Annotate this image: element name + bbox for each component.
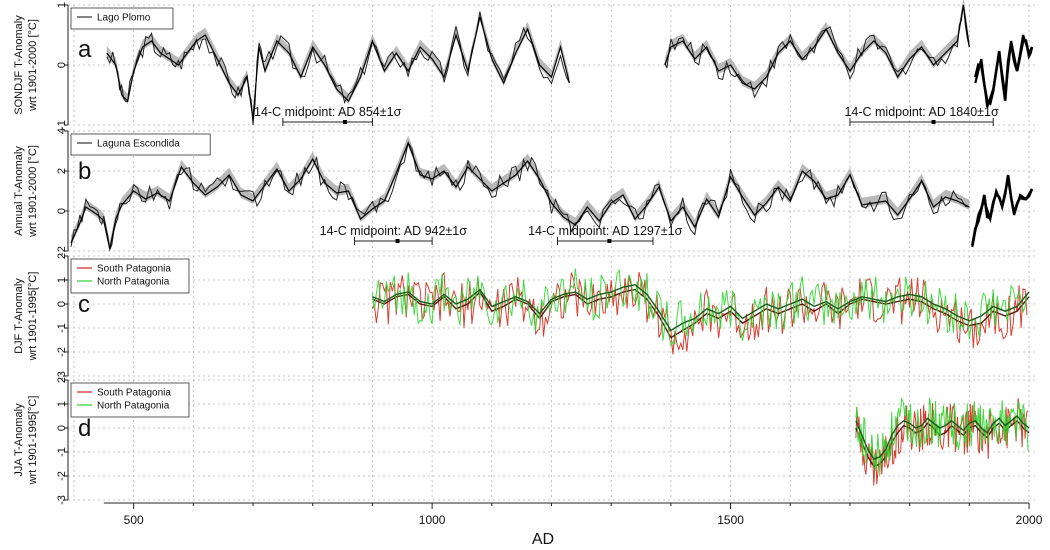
panel-letter-b: b bbox=[78, 158, 91, 185]
x-tick-label: 1500 bbox=[717, 513, 744, 527]
series-smooth bbox=[664, 4, 970, 90]
y-tick-label: 4 bbox=[56, 128, 68, 134]
series-smooth bbox=[974, 34, 1033, 108]
series-line-laguna-escondida bbox=[70, 141, 970, 252]
y-tick-label: 0 bbox=[56, 425, 68, 431]
series-line-north-patagonia bbox=[371, 268, 1028, 347]
y-tick-label: 1 bbox=[56, 2, 68, 8]
panel-b: -2 0 2 4 Annual T-Anomaly wrt 1901-2000 [°C] 1… bbox=[13, 128, 1035, 256]
legend-box bbox=[70, 258, 190, 294]
series-smooth bbox=[971, 178, 1033, 248]
radiocarbon-annotation: 14-C midpoint: AD 1840±1σ bbox=[844, 105, 999, 119]
legend: Laguna Escondida bbox=[70, 133, 211, 156]
y-axis-label: SONDJF T-Anomaly bbox=[13, 15, 25, 115]
y-tick-label: -3 bbox=[56, 495, 68, 505]
y-tick-label: 2 bbox=[56, 168, 68, 174]
y-tick-label: 2 bbox=[56, 253, 68, 259]
legend: South Patagonia North Patagonia bbox=[70, 258, 190, 294]
panel-d: -3 -2 -1 0 1 2 JJA T-Anomaly wrt 1901-1995[°C] S… bbox=[13, 377, 1035, 505]
y-tick-label: 1 bbox=[56, 401, 68, 407]
series-line-north-patagonia bbox=[855, 397, 1029, 476]
x-tick-label: 2000 bbox=[1016, 513, 1043, 527]
radiocarbon-midpoint-marker bbox=[931, 120, 936, 124]
x-tick-label: 1000 bbox=[419, 513, 446, 527]
uncertainty-band bbox=[71, 135, 970, 252]
y-axis-label: wrt 1901-1995[°C] bbox=[27, 396, 39, 486]
legend-box bbox=[70, 382, 190, 418]
y-tick-label: 1 bbox=[56, 277, 68, 283]
series-line-lago-plomo bbox=[106, 11, 570, 126]
series-smooth bbox=[855, 419, 1030, 468]
series-smooth bbox=[70, 141, 970, 250]
panel-letter-c: c bbox=[78, 291, 90, 318]
legend-label: Lago Plomo bbox=[97, 13, 151, 24]
y-tick-label: -2 bbox=[56, 246, 68, 256]
series-line-south-patagonia bbox=[371, 271, 1028, 355]
y-tick-label: 0 bbox=[56, 208, 68, 214]
uncertainty-band bbox=[664, 0, 970, 92]
legend: South Patagonia North Patagonia bbox=[70, 382, 190, 418]
series-smooth bbox=[372, 284, 1030, 332]
panel-c: -3 -2 -1 0 1 2 DJF T-Anomaly wrt 1901-1995[°C] S… bbox=[13, 253, 1035, 381]
panel-a: -1 0 1 SONDJF T-Anomaly wrt 1901-2000 [°C] 14… bbox=[13, 0, 1035, 130]
panel-letter-a: a bbox=[78, 36, 92, 63]
y-tick-label: -1 bbox=[56, 447, 68, 457]
radiocarbon-annotation: 14-C midpoint: AD 854±1σ bbox=[254, 105, 402, 119]
y-tick-label: 0 bbox=[56, 301, 68, 307]
radiocarbon-annotation: 14-C midpoint: AD 1297±1σ bbox=[528, 224, 683, 238]
legend-label: North Patagonia bbox=[97, 401, 170, 412]
y-axis-label: DJF T-Anomaly bbox=[13, 278, 25, 354]
legend-label: South Patagonia bbox=[97, 264, 171, 275]
y-tick-label: 0 bbox=[56, 62, 68, 68]
legend-label: Laguna Escondida bbox=[97, 139, 180, 150]
x-tick-label: 500 bbox=[124, 513, 144, 527]
legend-box bbox=[70, 133, 211, 156]
y-tick-label: -2 bbox=[56, 471, 68, 481]
y-tick-label: -2 bbox=[56, 347, 68, 357]
series-smooth bbox=[106, 16, 570, 120]
radiocarbon-midpoint-marker bbox=[342, 120, 347, 124]
y-tick-label: -3 bbox=[56, 371, 68, 381]
y-axis-label: wrt 1901-2000 [°C] bbox=[27, 19, 39, 112]
legend: Lago Plomo bbox=[70, 7, 174, 30]
x-axis-label: AD bbox=[532, 531, 554, 548]
y-axis-label: wrt 1901-2000 [°C] bbox=[27, 145, 39, 238]
y-tick-label: -1 bbox=[56, 323, 68, 333]
radiocarbon-annotation: 14-C midpoint: AD 942±1σ bbox=[320, 224, 468, 238]
legend-label: North Patagonia bbox=[97, 277, 170, 288]
legend-box bbox=[70, 7, 174, 30]
y-axis-label: wrt 1901-1995[°C] bbox=[27, 272, 39, 362]
panel-letter-d: d bbox=[78, 415, 91, 442]
radiocarbon-midpoint-marker bbox=[607, 239, 612, 243]
legend-label: South Patagonia bbox=[97, 388, 171, 399]
series-smooth bbox=[855, 415, 1030, 461]
radiocarbon-midpoint-marker bbox=[395, 239, 400, 243]
y-axis-label: Annual T-Anomaly bbox=[13, 146, 25, 236]
x-axis: 500 1000 1500 2000 bbox=[103, 502, 1043, 527]
y-axis-label: JJA T-Anomaly bbox=[13, 403, 25, 477]
y-tick-label: 2 bbox=[56, 377, 68, 383]
y-tick-label: -1 bbox=[56, 120, 68, 130]
series-smooth bbox=[372, 288, 1030, 339]
